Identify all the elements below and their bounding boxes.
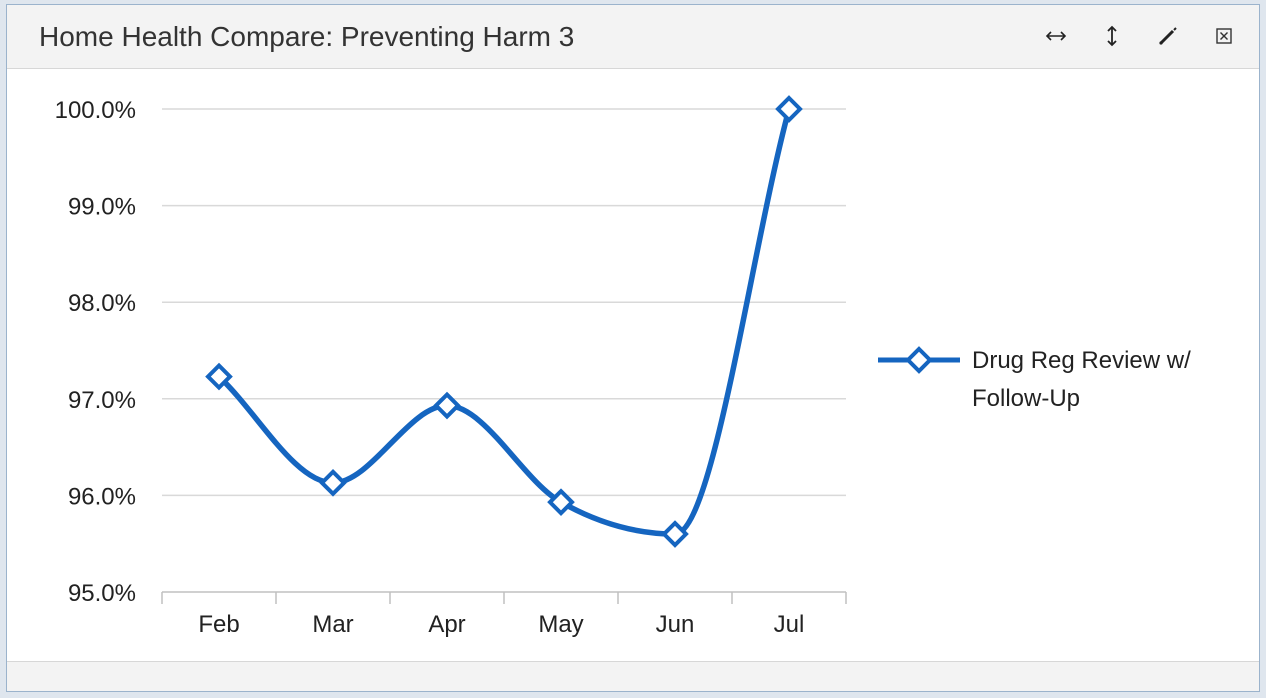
- x-tick-label: Jul: [774, 611, 805, 638]
- y-tick-label: 96.0%: [68, 483, 136, 510]
- x-tick-label: Mar: [312, 611, 353, 638]
- panel-footer: [7, 661, 1259, 691]
- y-tick-label: 95.0%: [68, 580, 136, 607]
- series-line: [216, 106, 792, 537]
- data-point-marker[interactable]: [205, 362, 233, 391]
- panel-header: Home Health Compare: Preventing Harm 3: [7, 5, 1259, 69]
- x-tick-label: Jun: [656, 611, 695, 638]
- data-point-marker[interactable]: [661, 520, 689, 548]
- edit-icon[interactable]: [1151, 21, 1185, 51]
- resize-vertical-icon[interactable]: [1095, 21, 1129, 51]
- y-tick-label: 97.0%: [68, 387, 136, 414]
- y-tick-label: 99.0%: [68, 194, 136, 221]
- data-point-marker[interactable]: [775, 95, 803, 123]
- x-tick-label: Apr: [428, 611, 465, 638]
- data-point-marker[interactable]: [547, 488, 575, 516]
- resize-horizontal-icon[interactable]: [1039, 21, 1073, 51]
- legend-label-line-2[interactable]: Follow-Up: [972, 385, 1080, 412]
- close-icon[interactable]: [1207, 21, 1241, 51]
- data-point-marker[interactable]: [433, 391, 461, 420]
- chart-panel: Home Health Compare: Preventing Harm 3: [6, 4, 1260, 692]
- x-tick-label: May: [538, 611, 583, 638]
- y-tick-label: 98.0%: [68, 290, 136, 317]
- legend-marker: [905, 346, 933, 374]
- panel-title: Home Health Compare: Preventing Harm 3: [39, 21, 575, 52]
- panel-toolbar: [1039, 21, 1241, 51]
- y-tick-label: 100.0%: [55, 97, 136, 124]
- legend-label-line-1[interactable]: Drug Reg Review w/: [972, 347, 1191, 374]
- data-point-marker[interactable]: [319, 469, 347, 497]
- x-tick-label: Feb: [198, 611, 239, 638]
